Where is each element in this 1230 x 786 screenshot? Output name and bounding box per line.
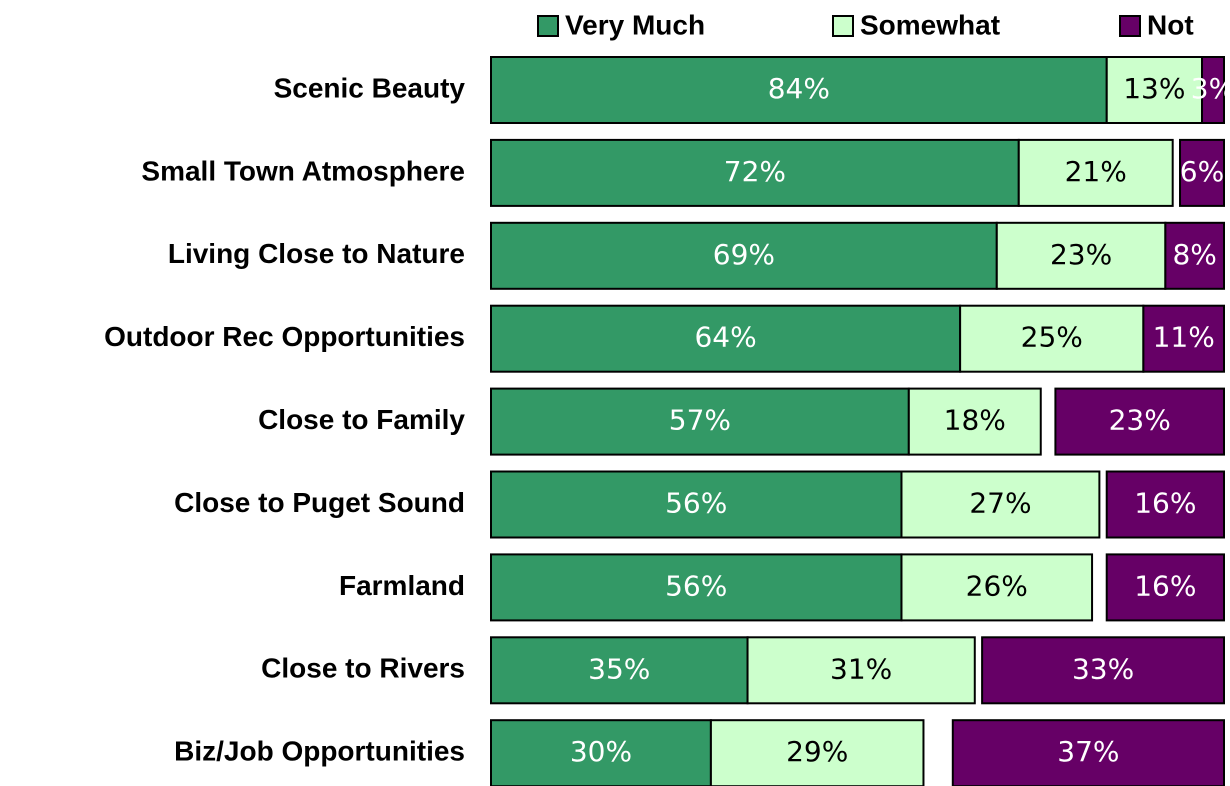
- legend-swatch: [1119, 15, 1141, 37]
- category-label: Close to Rivers: [261, 653, 465, 684]
- bar-segment: [981, 636, 1225, 705]
- value-label: 3%: [1191, 72, 1230, 105]
- category-label: Close to Family: [258, 404, 465, 435]
- value-label: 33%: [1072, 652, 1134, 685]
- value-label: 57%: [669, 404, 731, 437]
- category-label: Outdoor Rec Opportunities: [104, 321, 465, 352]
- bar-segment: [490, 138, 1020, 207]
- bar-segment: [1105, 470, 1225, 539]
- bar-segment: [1017, 138, 1174, 207]
- value-label: 18%: [944, 404, 1006, 437]
- bar-segment: [1164, 221, 1225, 290]
- value-label: 16%: [1134, 487, 1196, 520]
- value-label: 11%: [1153, 321, 1215, 354]
- value-label: 16%: [1134, 569, 1196, 602]
- value-label: 21%: [1065, 155, 1127, 188]
- bar-segment: [490, 470, 903, 539]
- value-label: 37%: [1057, 735, 1119, 768]
- category-label: Biz/Job Opportunities: [174, 736, 465, 767]
- value-label: 13%: [1123, 72, 1185, 105]
- category-label: Living Close to Nature: [168, 238, 465, 269]
- bar-segment: [1179, 138, 1226, 207]
- legend-label: Somewhat: [860, 9, 1000, 40]
- bar-segment: [951, 719, 1225, 786]
- bar-segment: [490, 636, 749, 705]
- legend-label: Very Much: [565, 9, 705, 40]
- bar-segment: [709, 719, 925, 786]
- legend-swatch: [832, 15, 854, 37]
- bar-segment: [1105, 553, 1225, 622]
- value-label: 25%: [1021, 321, 1083, 354]
- category-label: Scenic Beauty: [274, 72, 466, 103]
- value-label: 6%: [1180, 155, 1224, 188]
- bar-segment: [490, 304, 962, 373]
- value-label: 35%: [588, 652, 650, 685]
- bar-segment: [746, 636, 976, 705]
- bar-segment: [490, 719, 712, 786]
- bar-segment: [959, 304, 1145, 373]
- value-label: 29%: [786, 735, 848, 768]
- value-label: 30%: [570, 735, 632, 768]
- value-label: 8%: [1172, 238, 1216, 271]
- value-label: 64%: [694, 321, 756, 354]
- value-label: 23%: [1109, 404, 1171, 437]
- value-label: 72%: [724, 155, 786, 188]
- value-label: 23%: [1050, 238, 1112, 271]
- value-label: 26%: [966, 569, 1028, 602]
- value-label: 56%: [665, 569, 727, 602]
- plot: 84% 13%3% 72% 21% 6% 69% 23% 8% 64% 25% 11% 57% 18% 2…: [490, 56, 1230, 786]
- value-label: 27%: [969, 487, 1031, 520]
- category-label: Small Town Atmosphere: [141, 155, 465, 186]
- bar-segment: [1105, 56, 1204, 124]
- bar-segment: [907, 387, 1042, 456]
- bar-segment: [1054, 387, 1226, 456]
- value-label: 56%: [665, 487, 727, 520]
- legend-swatch: [537, 15, 559, 37]
- bar-segment: [490, 56, 1108, 124]
- category-label: Close to Puget Sound: [174, 487, 465, 518]
- bar-segment: [1201, 56, 1226, 124]
- legend-label: Not: [1147, 9, 1194, 40]
- bar-segment: [900, 553, 1094, 622]
- bar-segment: [900, 470, 1101, 539]
- bar-segment: [1142, 304, 1225, 373]
- bar-segment: [490, 221, 998, 290]
- category-label: Farmland: [339, 570, 465, 601]
- bar-segment: [490, 553, 903, 622]
- value-label: 31%: [830, 652, 892, 685]
- value-label: 69%: [713, 238, 775, 271]
- bar-segment: [490, 387, 910, 456]
- value-label: 84%: [768, 72, 830, 105]
